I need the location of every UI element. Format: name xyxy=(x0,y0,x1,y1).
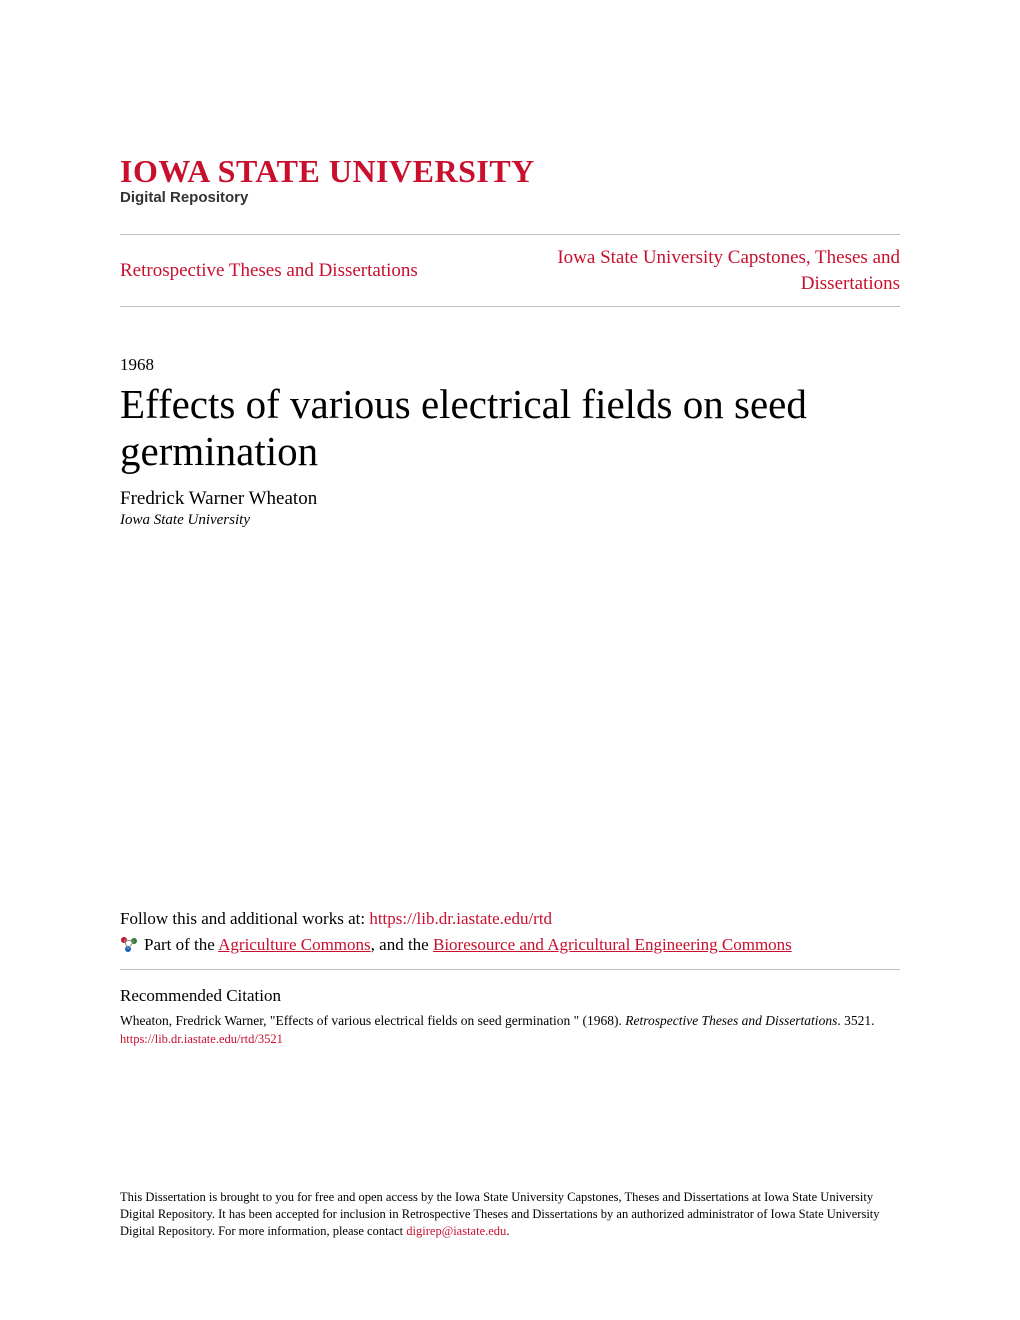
header-logo: IOWA STATE UNIVERSITY Digital Repository xyxy=(120,155,900,206)
citation-author-part: Wheaton, Fredrick Warner, "Effects of va… xyxy=(120,1013,625,1028)
citation-section: Recommended Citation Wheaton, Fredrick W… xyxy=(120,986,900,1047)
commons-link-2[interactable]: Bioresource and Agricultural Engineering… xyxy=(433,935,792,954)
citation-heading: Recommended Citation xyxy=(120,986,900,1006)
university-name: IOWA STATE UNIVERSITY xyxy=(120,155,900,187)
partof-prefix: Part of the xyxy=(144,935,218,954)
breadcrumb-right-link[interactable]: Iowa State University Capstones, Theses … xyxy=(500,245,900,296)
partof-row: Part of the Agriculture Commons, and the… xyxy=(120,935,900,970)
breadcrumb-left-link[interactable]: Retrospective Theses and Dissertations xyxy=(120,260,418,282)
author-name: Fredrick Warner Wheaton xyxy=(120,488,900,510)
commons-link-1[interactable]: Agriculture Commons xyxy=(218,935,371,954)
footer-email-link[interactable]: digirep@iastate.edu xyxy=(406,1224,506,1238)
author-institution: Iowa State University xyxy=(120,512,900,529)
citation-suffix: . 3521. xyxy=(837,1013,874,1028)
citation-link-container: https://lib.dr.iastate.edu/rtd/3521 xyxy=(120,1032,900,1047)
footer-suffix: . xyxy=(506,1224,509,1238)
citation-text: Wheaton, Fredrick Warner, "Effects of va… xyxy=(120,1012,900,1030)
network-icon xyxy=(120,936,138,954)
follow-prefix: Follow this and additional works at: xyxy=(120,909,369,928)
follow-section: Follow this and additional works at: htt… xyxy=(120,909,900,1047)
follow-text: Follow this and additional works at: htt… xyxy=(120,909,900,929)
breadcrumb-row: Retrospective Theses and Dissertations I… xyxy=(120,234,900,307)
publication-year: 1968 xyxy=(120,355,900,375)
partof-and: , and the xyxy=(371,935,433,954)
partof-text: Part of the Agriculture Commons, and the… xyxy=(144,935,792,955)
citation-series: Retrospective Theses and Dissertations xyxy=(625,1013,837,1028)
footer-text: This Dissertation is brought to you for … xyxy=(120,1189,900,1240)
document-title: Effects of various electrical fields on … xyxy=(120,381,900,475)
citation-url-link[interactable]: https://lib.dr.iastate.edu/rtd/3521 xyxy=(120,1032,283,1046)
follow-url-link[interactable]: https://lib.dr.iastate.edu/rtd xyxy=(369,909,552,928)
repository-label: Digital Repository xyxy=(120,189,900,206)
